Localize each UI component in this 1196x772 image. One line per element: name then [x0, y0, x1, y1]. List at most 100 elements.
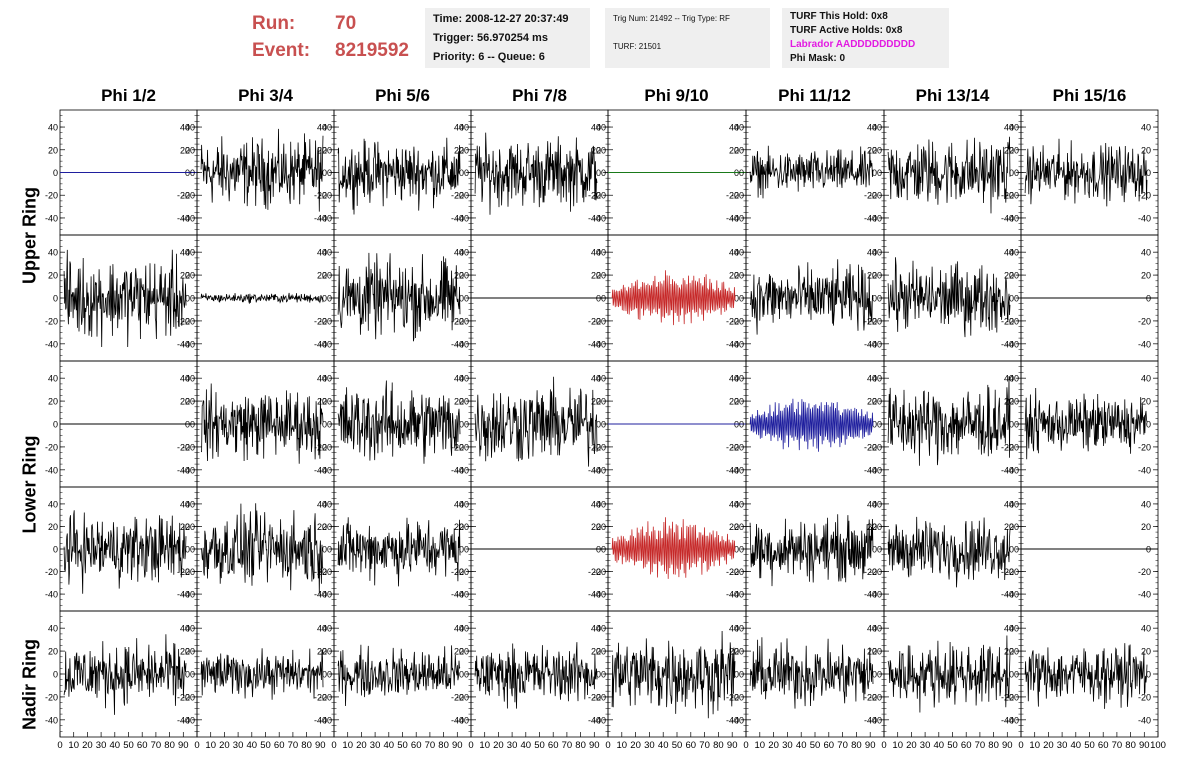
y-tick-label-right: 20 — [729, 522, 739, 532]
waveform-trace — [63, 634, 187, 715]
y-tick-label-right: -20 — [1001, 442, 1014, 452]
y-tick-label: 40 — [1009, 123, 1019, 133]
x-tick-label: 70 — [425, 740, 436, 751]
y-tick-label: -20 — [1006, 316, 1019, 326]
x-tick-label: 30 — [370, 740, 381, 751]
y-tick-label: -20 — [319, 442, 332, 452]
y-tick-label: -40 — [45, 590, 58, 600]
y-tick-label: -20 — [731, 567, 744, 577]
y-tick-label-right: -40 — [588, 339, 601, 349]
y-tick-label: 0 — [601, 294, 606, 304]
y-tick-label: -20 — [456, 191, 469, 201]
x-tick-label: 20 — [1043, 740, 1054, 751]
y-tick-label-right: -40 — [726, 465, 739, 475]
y-tick-label: 0 — [464, 294, 469, 304]
y-tick-label-right: 0 — [322, 670, 327, 680]
y-tick-label: 40 — [185, 248, 195, 258]
y-tick-label-right: 0 — [459, 670, 464, 680]
x-tick-label: 70 — [837, 740, 848, 751]
y-tick-label: -40 — [1006, 339, 1019, 349]
x-tick-label: 10 — [755, 740, 766, 751]
y-tick-label: -40 — [319, 465, 332, 475]
y-tick-label: 20 — [1009, 397, 1019, 407]
time-info-panel: Time: 2008-12-27 20:37:49 Trigger: 56.97… — [425, 8, 590, 68]
x-tick-label: 50 — [810, 740, 821, 751]
y-tick-label: 40 — [459, 374, 469, 384]
y-tick-label: -40 — [319, 715, 332, 725]
y-tick-label: 20 — [596, 145, 606, 155]
waveform-trace — [200, 292, 324, 304]
y-tick-label: 20 — [596, 522, 606, 532]
y-tick-label: -40 — [869, 213, 882, 223]
y-tick-label: 20 — [872, 647, 882, 657]
y-tick-label: -20 — [731, 191, 744, 201]
y-tick-label-right: -20 — [588, 442, 601, 452]
x-tick-label: 20 — [82, 740, 93, 751]
x-tick-label: 20 — [768, 740, 779, 751]
y-tick-label-right: 20 — [591, 647, 601, 657]
y-tick-label: 40 — [596, 374, 606, 384]
y-tick-label-right: 40 — [454, 248, 464, 258]
y-tick-label-right: -20 — [177, 442, 190, 452]
y-tick-label-right: 40 — [729, 123, 739, 133]
y-tick-label-right: 40 — [867, 624, 877, 634]
y-tick-label: -40 — [456, 715, 469, 725]
y-tick-label: -20 — [1006, 692, 1019, 702]
y-tick-label: 40 — [459, 123, 469, 133]
y-tick-label: -40 — [45, 213, 58, 223]
y-tick-label-right: 40 — [317, 123, 327, 133]
y-tick-label: -20 — [182, 316, 195, 326]
waveform-trace — [887, 376, 1011, 466]
y-tick-label-right: -20 — [451, 191, 464, 201]
y-tick-label: -20 — [45, 567, 58, 577]
y-tick-label: 20 — [322, 522, 332, 532]
y-tick-label: 40 — [734, 374, 744, 384]
x-tick-label: 60 — [274, 740, 285, 751]
y-tick-label-right: 40 — [1004, 499, 1014, 509]
y-tick-label-right: -40 — [1138, 339, 1151, 349]
y-tick-label-right: 20 — [1004, 145, 1014, 155]
x-tick-label: 80 — [438, 740, 449, 751]
y-tick-label-right: 40 — [867, 499, 877, 509]
y-tick-label-right: 20 — [591, 271, 601, 281]
y-tick-label-right: 0 — [185, 545, 190, 555]
waveform-trace — [749, 398, 874, 452]
y-tick-label-right: -20 — [864, 692, 877, 702]
y-tick-label: 40 — [872, 624, 882, 634]
x-tick-label: 10 — [205, 740, 216, 751]
y-tick-label: -20 — [869, 692, 882, 702]
x-tick-label: 70 — [975, 740, 986, 751]
y-tick-label: -40 — [731, 590, 744, 600]
y-tick-label: 0 — [464, 420, 469, 430]
y-tick-label-right: 0 — [1146, 670, 1151, 680]
phi-header-6: Phi 11/12 — [778, 86, 851, 105]
y-tick-label: 0 — [877, 168, 882, 178]
y-tick-label-right: 0 — [1009, 294, 1014, 304]
x-tick-label: 40 — [247, 740, 258, 751]
phi-mask-text: Phi Mask: 0 — [790, 53, 846, 64]
waveform-trace — [749, 259, 874, 335]
y-tick-label: 40 — [734, 624, 744, 634]
y-tick-label: 20 — [596, 271, 606, 281]
y-tick-label-right: 40 — [867, 248, 877, 258]
y-tick-label: 20 — [48, 397, 58, 407]
y-tick-label-right: -40 — [314, 465, 327, 475]
y-tick-label: 0 — [53, 670, 58, 680]
y-tick-label-right: -20 — [1138, 442, 1151, 452]
y-tick-label-right: -20 — [177, 316, 190, 326]
y-tick-label: -40 — [456, 465, 469, 475]
y-tick-label-right: 0 — [1146, 168, 1151, 178]
y-tick-label: 0 — [53, 420, 58, 430]
y-tick-label-right: -20 — [726, 191, 739, 201]
y-tick-label: -40 — [593, 465, 606, 475]
x-tick-label: 90 — [178, 740, 189, 751]
x-tick-label: 0 — [881, 740, 886, 751]
y-tick-label-right: 40 — [454, 499, 464, 509]
x-tick-label: 80 — [575, 740, 586, 751]
y-tick-label: 0 — [739, 294, 744, 304]
y-tick-label-right: 0 — [185, 294, 190, 304]
y-tick-label-right: 20 — [317, 522, 327, 532]
y-tick-label-right: 40 — [180, 499, 190, 509]
y-tick-label-right: 40 — [317, 248, 327, 258]
y-tick-label: 40 — [596, 248, 606, 258]
